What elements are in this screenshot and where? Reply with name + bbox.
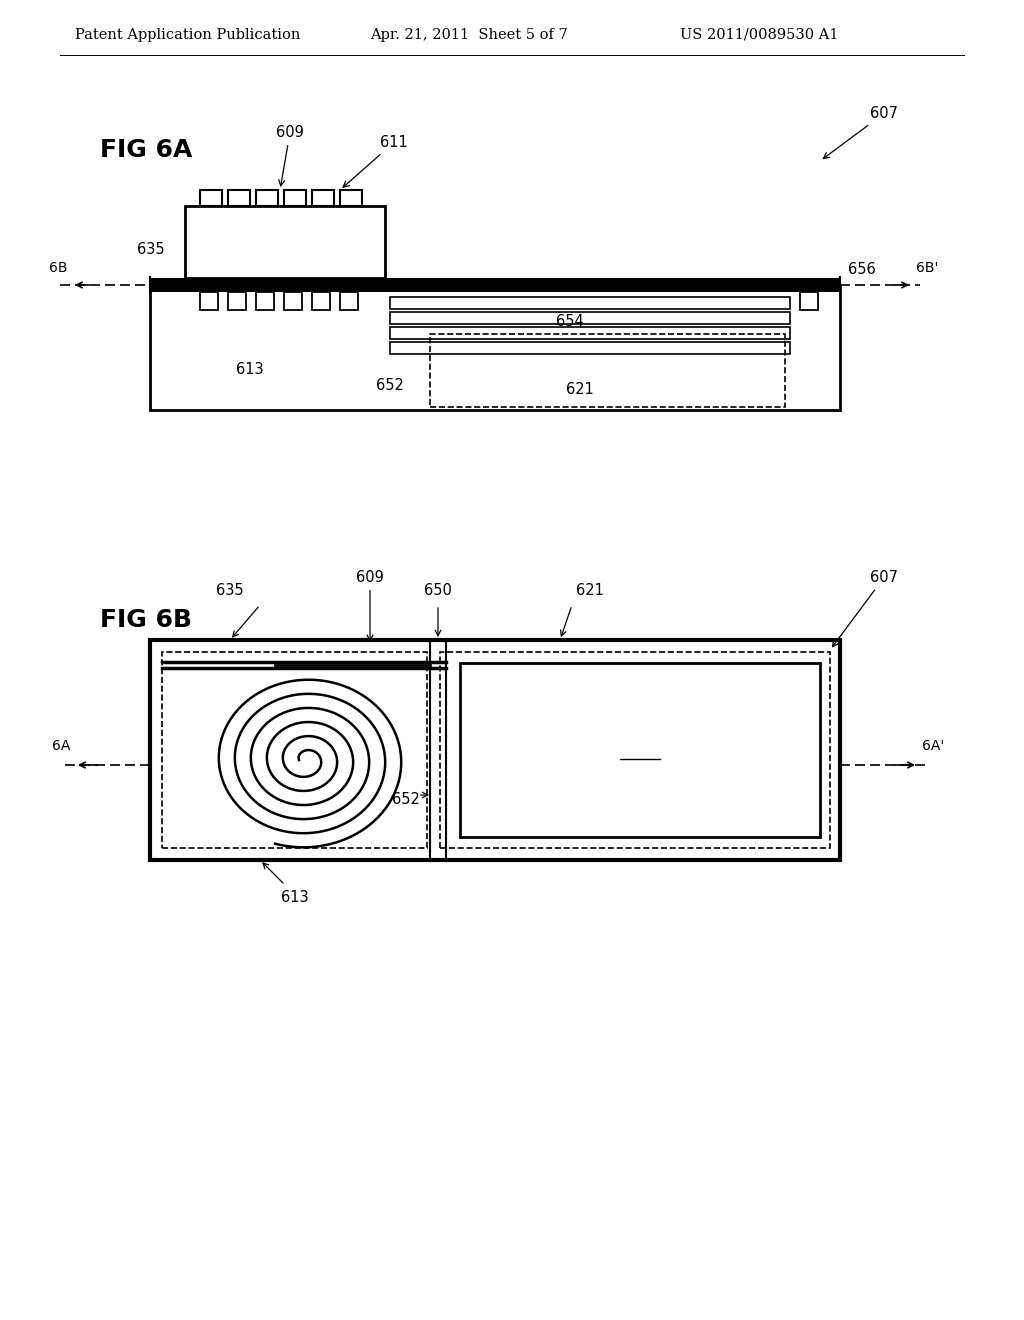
Bar (312, 190, 334, 206)
Bar (340, 190, 362, 206)
Bar (390, 342, 790, 354)
Text: 6A': 6A' (922, 739, 944, 752)
Text: 654: 654 (556, 314, 584, 330)
Text: 635: 635 (137, 243, 165, 257)
Text: Patent Application Publication: Patent Application Publication (75, 28, 300, 42)
Text: 609: 609 (356, 570, 384, 640)
Text: 6B: 6B (49, 261, 68, 275)
Bar (800, 292, 818, 310)
Bar (340, 292, 358, 310)
Text: FIG 6B: FIG 6B (100, 609, 193, 632)
Bar (312, 292, 330, 310)
Bar (440, 652, 830, 847)
Text: 607: 607 (823, 106, 898, 158)
Bar (390, 312, 790, 323)
Text: 652: 652 (392, 792, 420, 808)
Text: 656: 656 (623, 739, 657, 756)
Text: 635: 635 (216, 583, 244, 598)
Text: 621: 621 (566, 383, 594, 397)
Text: 652: 652 (376, 378, 403, 392)
Text: 609: 609 (276, 125, 304, 186)
Text: 611: 611 (343, 135, 408, 187)
Bar (185, 206, 385, 279)
Text: 613: 613 (237, 363, 264, 378)
Bar (200, 292, 218, 310)
Bar (200, 190, 222, 206)
Bar (284, 190, 306, 206)
Bar (430, 334, 785, 407)
Bar (150, 285, 840, 411)
Bar (256, 292, 274, 310)
Bar (150, 279, 840, 292)
Text: FIG 6A: FIG 6A (100, 139, 193, 162)
Text: 607: 607 (833, 570, 898, 647)
Text: 656: 656 (848, 263, 876, 277)
Bar (256, 190, 278, 206)
Bar (390, 327, 790, 339)
Text: Apr. 21, 2011  Sheet 5 of 7: Apr. 21, 2011 Sheet 5 of 7 (370, 28, 567, 42)
Bar (460, 663, 820, 837)
Bar (228, 190, 250, 206)
Text: 6B': 6B' (916, 261, 938, 275)
Bar (150, 640, 840, 861)
Text: US 2011/0089530 A1: US 2011/0089530 A1 (680, 28, 839, 42)
Text: 621: 621 (577, 583, 604, 598)
Text: 6A: 6A (51, 739, 70, 752)
Bar (162, 652, 427, 847)
Bar (228, 292, 246, 310)
Text: 650: 650 (424, 583, 452, 598)
Bar (284, 292, 302, 310)
Bar (390, 297, 790, 309)
Text: 613: 613 (282, 890, 309, 906)
